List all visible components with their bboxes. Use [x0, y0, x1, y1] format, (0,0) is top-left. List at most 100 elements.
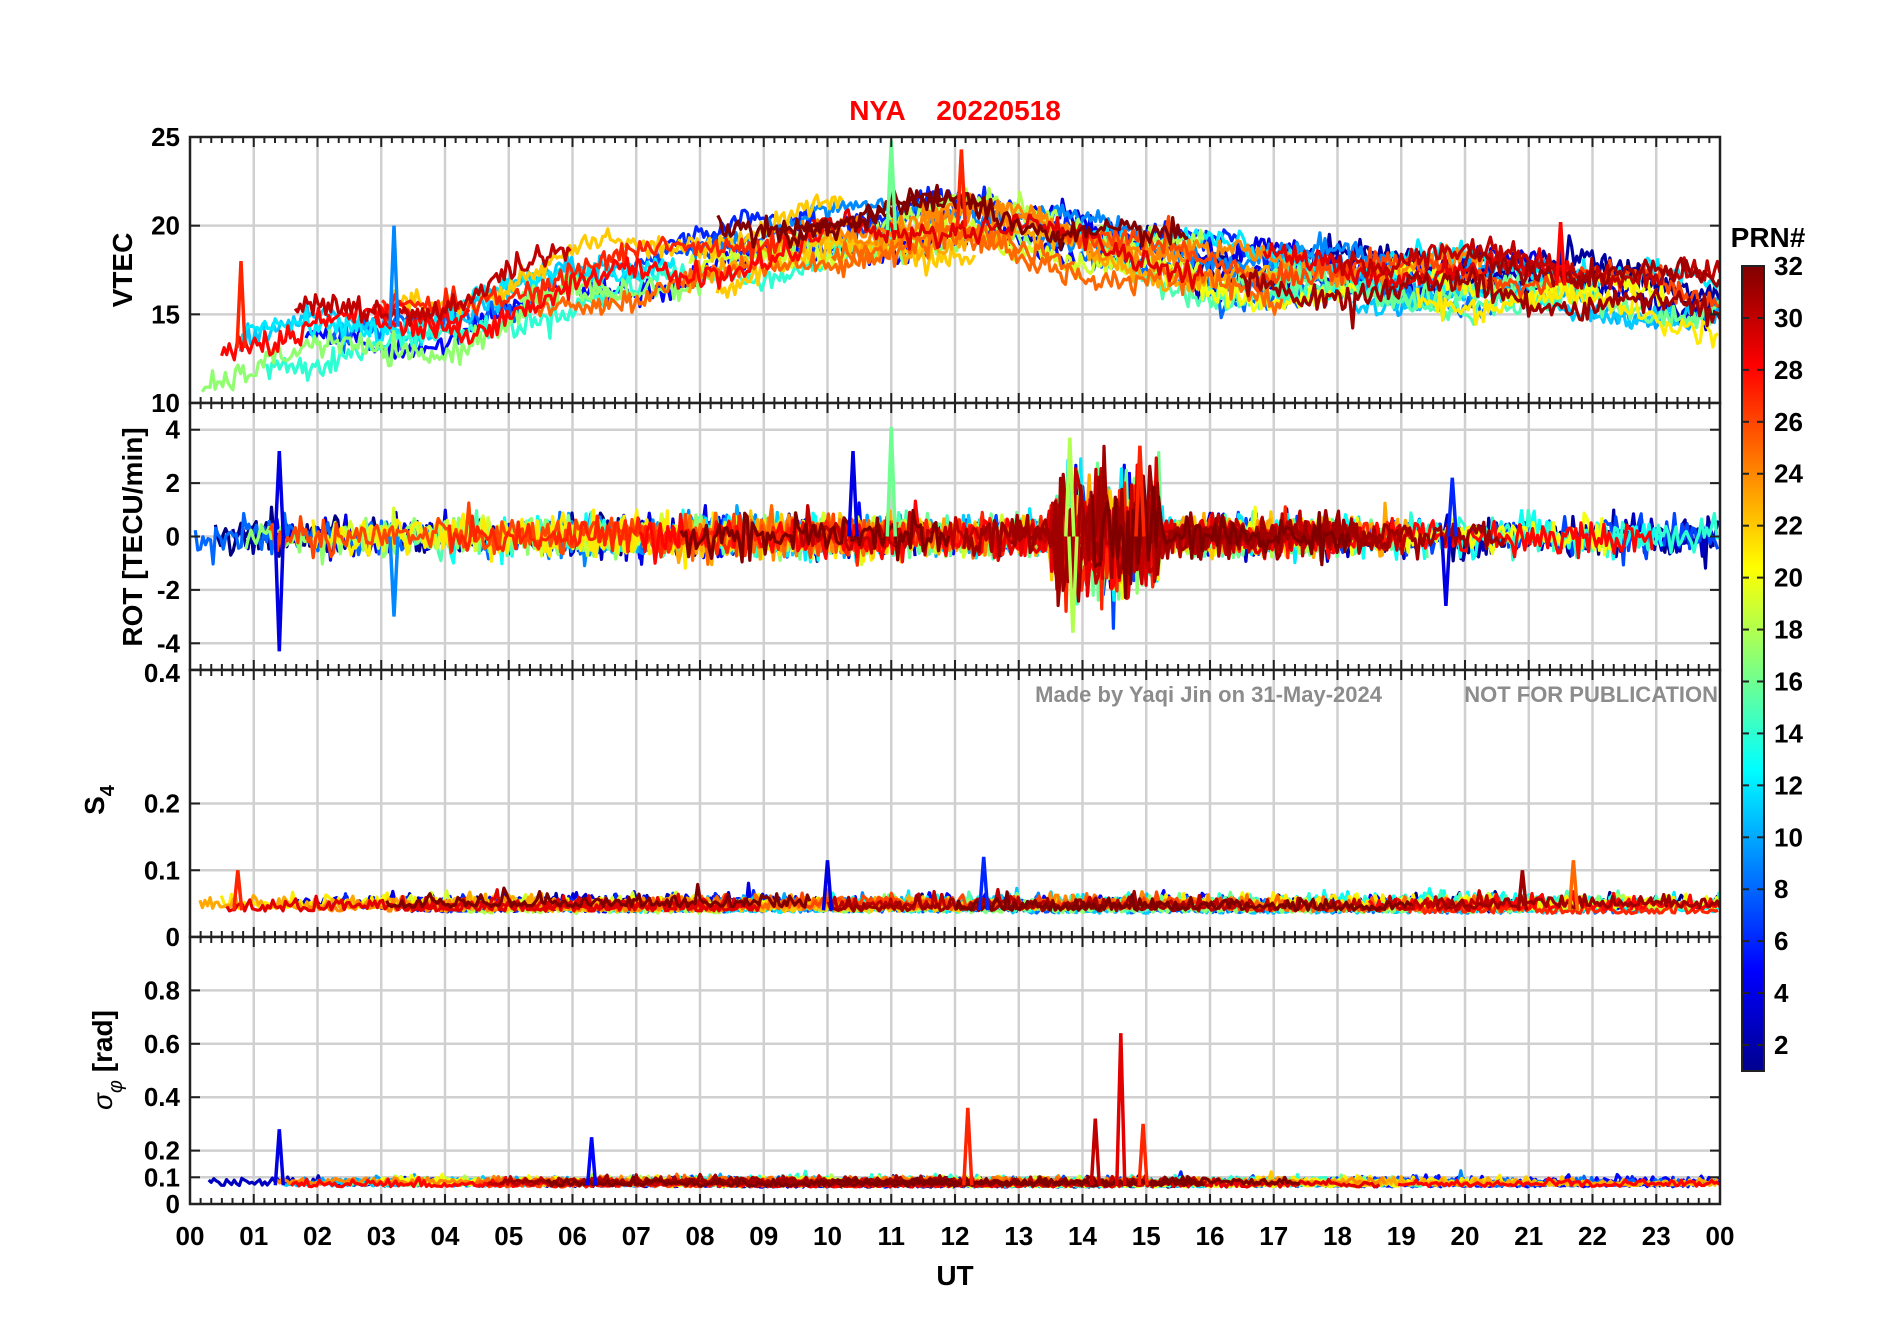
vtec-series-prn-30	[293, 243, 572, 327]
x-tick-label: 04	[431, 1221, 460, 1251]
s4-spike-point	[1516, 870, 1529, 911]
x-tick-label: 01	[239, 1221, 268, 1251]
rot-spike-point	[847, 450, 859, 537]
x-tick-labels: 00 01 02 03 04 05 06 07 08 09 10 11 12 13 14 15 16 17 18 19…	[176, 1221, 1735, 1251]
x-tick-label: 00	[1706, 1221, 1735, 1251]
colorbar-tick-label: 24	[1774, 459, 1803, 489]
colorbar-tick-label: 16	[1774, 666, 1803, 696]
rot-ytick-label: -4	[157, 628, 181, 658]
sigma-axis-label-main: σ	[87, 1092, 118, 1110]
vtec-ytick-label: 15	[151, 299, 180, 329]
colorbar-tick-label: 22	[1774, 511, 1803, 541]
watermark-notice: NOT FOR PUBLICATION	[1464, 682, 1718, 707]
s4-axis-label-main: S	[79, 796, 110, 815]
x-tick-label: 20	[1451, 1221, 1480, 1251]
s4-spike-point	[977, 856, 990, 911]
x-tick-label: 13	[1004, 1221, 1033, 1251]
chart-title: NYA 20220518	[849, 95, 1061, 126]
colorbar-tick-label: 18	[1774, 615, 1803, 645]
s4-series-group	[198, 856, 1720, 916]
sigma-series-prn-32	[545, 1175, 1206, 1188]
sigma-axis-label: σφ [rad]	[87, 1010, 127, 1110]
colorbar-tick-label: 20	[1774, 563, 1803, 593]
vtec-axis-label: VTEC	[107, 233, 138, 308]
colorbar-tick-label: 2	[1774, 1030, 1788, 1060]
x-tick-label: 15	[1132, 1221, 1161, 1251]
colorbar-tick-label: 30	[1774, 303, 1803, 333]
vtec-series-prn-26	[1058, 214, 1720, 310]
s4-series-prn-31	[1435, 892, 1720, 910]
x-tick-label: 05	[494, 1221, 523, 1251]
rot-series-prn-32	[679, 508, 951, 564]
s4-axis-label: S4	[79, 784, 119, 815]
s4-ytick-label: 0.2	[144, 789, 180, 819]
sigma-spike-point	[585, 1137, 598, 1186]
colorbar-tick-label: 28	[1774, 355, 1803, 385]
s4-axis-label-sub: 4	[97, 784, 119, 796]
rot-ytick-label: -2	[157, 575, 180, 605]
s4-panel: 0 0.1 0.2 0.4	[144, 658, 1722, 952]
rot-spike-point	[388, 536, 400, 617]
rot-series-group	[193, 426, 1720, 652]
rot-ytick-label: 0	[166, 522, 180, 552]
colorbar-tick-label: 26	[1774, 407, 1803, 437]
s4-spike-point	[232, 870, 244, 911]
sigma-spike-point	[273, 1129, 286, 1186]
s4-ytick-label: 0	[166, 922, 180, 952]
sigma-ytick-label: 0.8	[144, 975, 180, 1005]
s4-spike-point	[1567, 860, 1580, 911]
x-tick-label: 21	[1514, 1221, 1543, 1251]
rot-spike-point	[1134, 445, 1146, 537]
vtec-spike-point	[955, 149, 968, 227]
vtec-ytick-label: 25	[151, 122, 180, 152]
x-tick-label: 10	[813, 1221, 842, 1251]
x-tick-label: 12	[941, 1221, 970, 1251]
sigma-ytick-label: 0.1	[144, 1162, 180, 1192]
rot-spike-point	[1067, 536, 1079, 633]
vtec-series-prn-31	[1462, 248, 1720, 290]
vtec-series-prn-31	[1239, 266, 1720, 330]
vtec-spike-point	[1554, 222, 1567, 286]
vtec-series-prn-28	[373, 228, 825, 345]
x-tick-label: 02	[303, 1221, 332, 1251]
watermark-author: Made by Yaqi Jin on 31-May-2024	[1035, 682, 1383, 707]
vtec-ytick-label: 10	[151, 388, 180, 418]
vtec-series-prn-28	[220, 299, 471, 362]
vtec-series-prn-30	[1334, 235, 1720, 291]
rot-spike-point	[273, 450, 286, 537]
sigma-series-prn-32	[834, 1175, 1301, 1186]
x-tick-label: 18	[1323, 1221, 1352, 1251]
x-tick-label: 07	[622, 1221, 651, 1251]
vtec-series-prn-21	[1415, 282, 1719, 349]
x-tick-label: 08	[686, 1221, 715, 1251]
sigma-series-prn-28	[1397, 1176, 1720, 1188]
sigma-ytick-label: 0.2	[144, 1136, 180, 1166]
sigma-spike-point	[962, 1107, 974, 1186]
vtec-series-prn-25	[535, 223, 1284, 318]
x-tick-label: 19	[1387, 1221, 1416, 1251]
vtec-spike-point	[388, 225, 400, 327]
sigma-spike-point	[1089, 1118, 1102, 1186]
x-tick-label: 16	[1196, 1221, 1225, 1251]
x-tick-label: 03	[367, 1221, 396, 1251]
rot-spike-point	[1446, 477, 1459, 537]
x-tick-label: 22	[1578, 1221, 1607, 1251]
vtec-spike-point	[235, 261, 247, 349]
rot-ytick-label: 4	[166, 415, 181, 445]
s4-series-prn-32	[385, 882, 812, 909]
title-station: NYA	[849, 95, 906, 126]
x-tick-label: 09	[749, 1221, 778, 1251]
sigma-panel: 00.10.2 0.4 0.6 0.8	[144, 935, 1722, 1219]
rot-axis-label: ROT [TECU/min]	[117, 427, 148, 646]
rot-spike-point	[273, 536, 286, 652]
colorbar-tick-label: 4	[1774, 978, 1789, 1008]
rot-spike-point	[885, 426, 898, 537]
colorbar-tick-label: 10	[1774, 822, 1803, 852]
rot-panel: -4 -2 0 2 4	[157, 401, 1722, 672]
s4-ytick-label: 0.1	[144, 855, 180, 885]
vtec-series-prn-11	[238, 249, 643, 352]
panels-group: 10152025-4-202400.10.20.400.10.20.40.60.…	[144, 122, 1722, 1219]
x-tick-label: 00	[176, 1221, 205, 1251]
